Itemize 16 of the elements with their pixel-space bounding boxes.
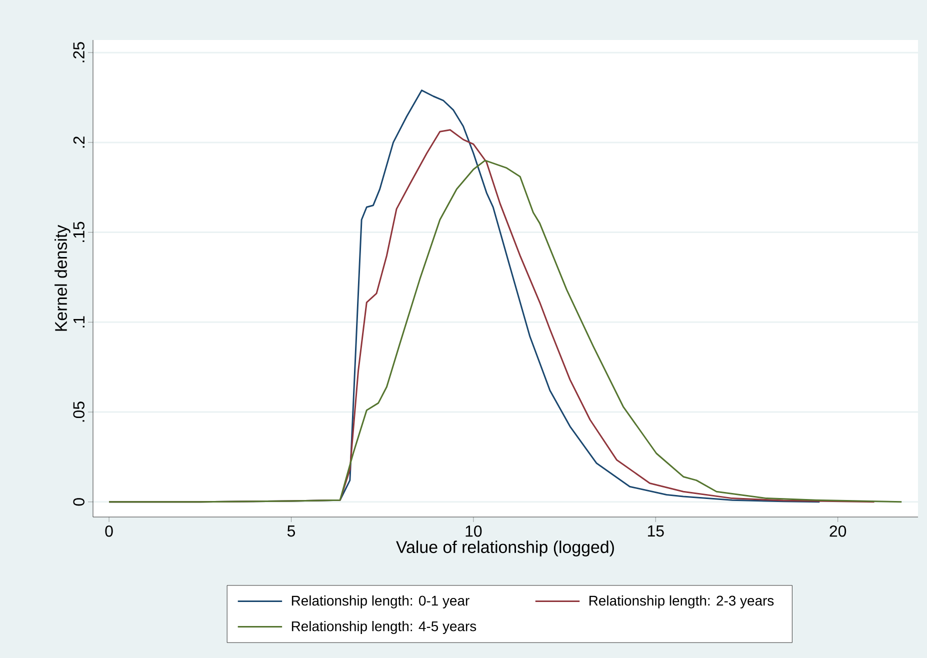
x-tick-label: 15 xyxy=(648,526,664,537)
y-axis-title: Kernel density xyxy=(54,224,70,331)
y-tick-label: 0 xyxy=(73,498,84,506)
y-tick-label: .05 xyxy=(73,402,84,422)
y-tick-label: .1 xyxy=(74,316,84,328)
x-axis-title: Value of relationship (logged) xyxy=(396,540,614,556)
x-tick-label: 20 xyxy=(830,526,846,537)
x-tick-label: 5 xyxy=(287,526,295,537)
y-tick-label: .15 xyxy=(73,222,84,242)
legend-label: Relationship length: 2-3 years xyxy=(589,595,774,608)
y-tick-label: .2 xyxy=(73,136,84,148)
legend-label: Relationship length: 0-1 year xyxy=(292,595,470,608)
x-tick-label: 0 xyxy=(105,526,113,537)
y-tick-label: .25 xyxy=(73,42,84,62)
legend-label: Relationship length: 4-5 years xyxy=(292,620,476,634)
x-tick-label: 10 xyxy=(466,526,482,537)
